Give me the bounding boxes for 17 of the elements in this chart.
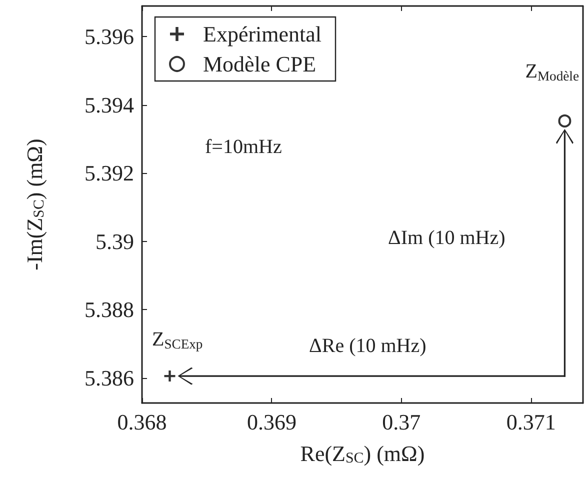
- y-tick-label: 5.394: [84, 92, 134, 118]
- y-tick-label: 5.39: [96, 228, 134, 254]
- x-tick-label: 0.37: [382, 410, 421, 434]
- y-tick-label: 5.386: [84, 365, 134, 390]
- legend-label: Expérimental: [203, 22, 322, 46]
- x-tick-label: 0.368: [117, 410, 167, 434]
- annotation: ΔRe (10 mHz): [309, 335, 426, 357]
- y-tick-label: 5.396: [84, 24, 134, 50]
- x-axis-title: Re(ZSC) (mΩ): [300, 440, 425, 466]
- y-axis-title: -Im(ZSC) (mΩ): [22, 138, 48, 270]
- x-tick-label: 0.371: [506, 410, 556, 434]
- y-tick-label: 5.392: [84, 160, 134, 186]
- legend-label: Modèle CPE: [203, 52, 316, 76]
- annotation: f=10mHz: [205, 136, 282, 158]
- annotation: ΔIm (10 mHz): [388, 227, 506, 249]
- x-tick-label: 0.369: [246, 410, 296, 434]
- y-tick-label: 5.388: [84, 297, 134, 322]
